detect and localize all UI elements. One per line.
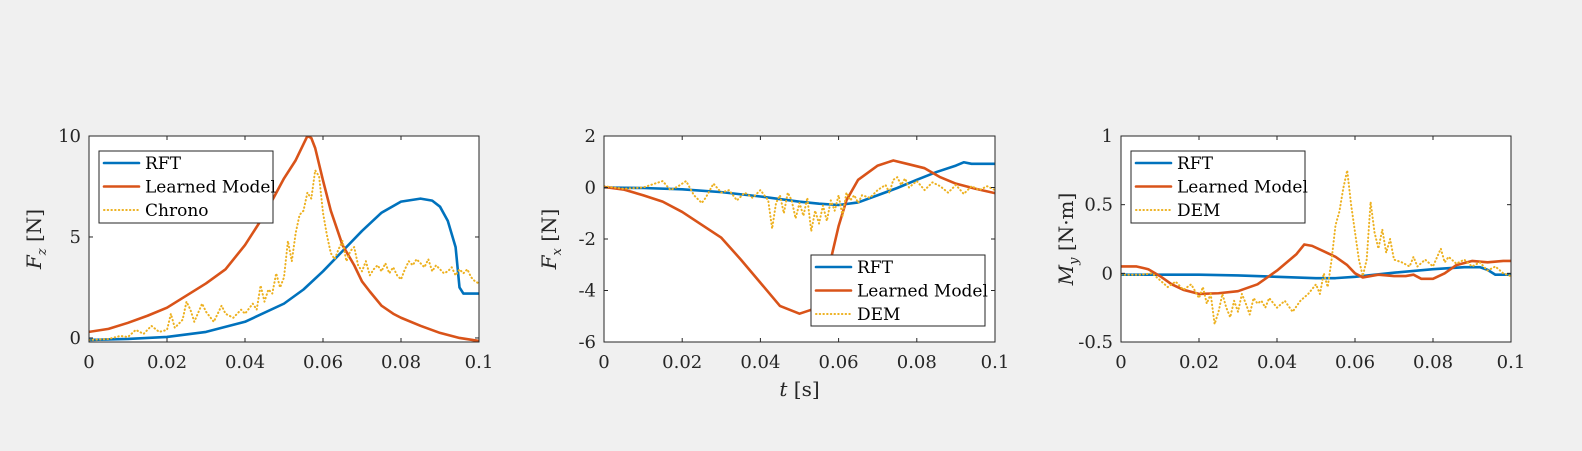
y-tick-label: 5 bbox=[70, 227, 81, 248]
legend-entry-label: RFT bbox=[857, 258, 894, 278]
series-line-learned-model bbox=[89, 136, 479, 342]
fz-chart-panel: 0 0.02 0.04 0.06 0.08 0.1 0 5 10 Fz [N] RFT Learned… bbox=[22, 126, 493, 373]
legend-entry-label: RFT bbox=[145, 154, 182, 174]
legend-entry-label: Learned Model bbox=[857, 282, 988, 302]
legend-entry-label: Chrono bbox=[145, 201, 209, 221]
series-line-chrono bbox=[89, 169, 479, 341]
x-tick-label: 0.08 bbox=[381, 352, 421, 373]
x-tick-label: 0.1 bbox=[1497, 352, 1526, 373]
y-tick-label: 0 bbox=[70, 328, 81, 349]
series-line-dem bbox=[1121, 169, 1511, 326]
y-tick-label: 1 bbox=[1102, 126, 1113, 147]
legend-entry-label: Learned Model bbox=[1177, 178, 1308, 198]
x-tick-label: 0.08 bbox=[897, 352, 937, 373]
y-tick-label: 0 bbox=[585, 178, 596, 199]
legend-entry-label: DEM bbox=[1177, 201, 1220, 221]
y-axis-label: Fx [N] bbox=[537, 209, 565, 271]
x-tick-label: 0.1 bbox=[465, 352, 494, 373]
y-tick-label: 10 bbox=[58, 126, 81, 147]
y-tick-label: -2 bbox=[578, 229, 596, 250]
x-tick-label: 0.06 bbox=[1335, 352, 1375, 373]
y-tick-label: -0.5 bbox=[1078, 332, 1113, 353]
legend-entry-label: Learned Model bbox=[145, 178, 276, 198]
x-tick-label: 0.06 bbox=[303, 352, 343, 373]
fx-chart-panel: 0 0.02 0.04 0.06 0.08 0.1 -6 -4 -2 0 2 Fx [N] t [s] R… bbox=[537, 126, 1009, 401]
x-tick-label: 0 bbox=[598, 352, 609, 373]
x-tick-label: 0 bbox=[83, 352, 94, 373]
series-line-learned-model bbox=[1121, 243, 1511, 296]
x-tick-label: 0.06 bbox=[819, 352, 859, 373]
legend: RFT Learned Model Chrono bbox=[98, 150, 276, 224]
x-tick-label: 0.02 bbox=[147, 352, 187, 373]
x-tick-label: 0.04 bbox=[1257, 352, 1297, 373]
series-line-dem bbox=[604, 176, 995, 233]
legend-entry-label: RFT bbox=[1177, 154, 1214, 174]
axes-frame bbox=[1120, 135, 1512, 343]
x-tick-label: 0 bbox=[1115, 352, 1126, 373]
y-axis-label: My [N·m] bbox=[1054, 193, 1082, 287]
y-axis-label: Fz [N] bbox=[22, 209, 50, 270]
x-tick-label: 0.08 bbox=[1413, 352, 1453, 373]
series-group bbox=[89, 136, 479, 342]
series-line-rft bbox=[89, 197, 479, 342]
y-tick-label: -6 bbox=[578, 332, 596, 353]
x-axis-label: t [s] bbox=[779, 377, 819, 401]
axes-frame bbox=[88, 135, 480, 343]
legend-entry-label: DEM bbox=[857, 305, 900, 325]
series-group bbox=[1121, 169, 1511, 326]
y-tick-label: 0.5 bbox=[1084, 195, 1113, 216]
x-tick-label: 0.02 bbox=[662, 352, 702, 373]
x-tick-label: 0.04 bbox=[740, 352, 780, 373]
legend: RFT Learned Model DEM bbox=[1130, 150, 1308, 224]
y-tick-label: 2 bbox=[585, 126, 596, 147]
x-tick-label: 0.1 bbox=[981, 352, 1010, 373]
y-tick-label: 0 bbox=[1102, 263, 1113, 284]
x-tick-label: 0.02 bbox=[1179, 352, 1219, 373]
y-tick-label: -4 bbox=[578, 281, 596, 302]
legend: RFT Learned Model DEM bbox=[810, 254, 988, 327]
x-tick-label: 0.04 bbox=[225, 352, 265, 373]
